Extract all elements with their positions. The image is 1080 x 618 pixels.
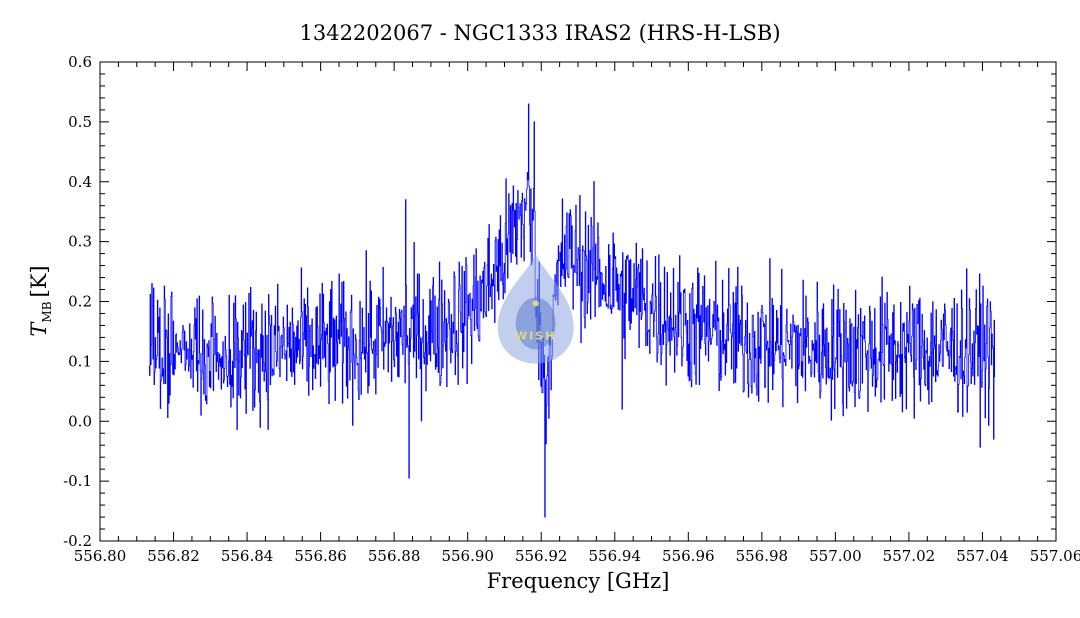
x-tick-label: 556.82 (147, 547, 200, 565)
x-tick-label: 556.98 (736, 547, 789, 565)
spectrum-line (148, 103, 995, 518)
watermark-core (515, 297, 556, 350)
x-tick-label: 556.96 (662, 547, 715, 565)
x-tick-label: 556.88 (368, 547, 421, 565)
x-tick-label: 556.92 (515, 547, 568, 565)
y-tick-label: 0.6 (68, 53, 92, 71)
data-layer (148, 103, 995, 518)
y-tick-labels: -0.2 -0.1 0.0 0.1 0.2 0.3 0.4 0.5 0.6 (63, 53, 92, 550)
plot-frame (99, 61, 1057, 542)
tick-marks (99, 61, 1057, 542)
x-tick-label: 557.04 (956, 547, 1009, 565)
x-tick-label: 557.06 (1030, 547, 1080, 565)
y-axis-label-main: T (27, 321, 51, 337)
watermark-label: WISH (515, 329, 556, 342)
x-tick-label: 556.80 (74, 547, 127, 565)
watermark-star (532, 300, 539, 307)
x-tick-label: 556.90 (441, 547, 494, 565)
x-tick-labels: 556.80 556.82 556.84 556.86 556.88 556.90 556.… (74, 547, 1080, 565)
y-tick-label: -0.1 (63, 472, 92, 490)
x-tick-label: 556.94 (589, 547, 642, 565)
x-tick-label: 557.00 (809, 547, 862, 565)
wish-watermark-icon: WISH (497, 253, 574, 364)
y-tick-label: 0.1 (68, 352, 92, 370)
chart-title: 1342202067 - NGC1333 IRAS2 (HRS-H-LSB) (299, 21, 780, 45)
y-tick-label: 0.0 (68, 412, 92, 430)
x-tick-label: 557.02 (883, 547, 936, 565)
y-tick-label: 0.5 (68, 113, 92, 131)
svg-text:TMB[K]: TMB [K] (27, 265, 54, 336)
x-tick-label: 556.84 (221, 547, 274, 565)
y-tick-label: 0.4 (68, 173, 92, 191)
y-axis-label-sub: MB (40, 301, 54, 322)
x-tick-label: 556.86 (294, 547, 347, 565)
y-axis-label-unit: [K] (27, 265, 51, 297)
watermark-drop (497, 253, 574, 364)
plot-area: WISH (99, 61, 1057, 542)
y-tick-label: 0.3 (68, 233, 92, 251)
x-axis-label: Frequency [GHz] (487, 569, 670, 593)
y-axis-label: TMB [K] (27, 265, 54, 336)
y-tick-label: -0.2 (63, 532, 92, 550)
y-tick-label: 0.2 (68, 293, 92, 311)
